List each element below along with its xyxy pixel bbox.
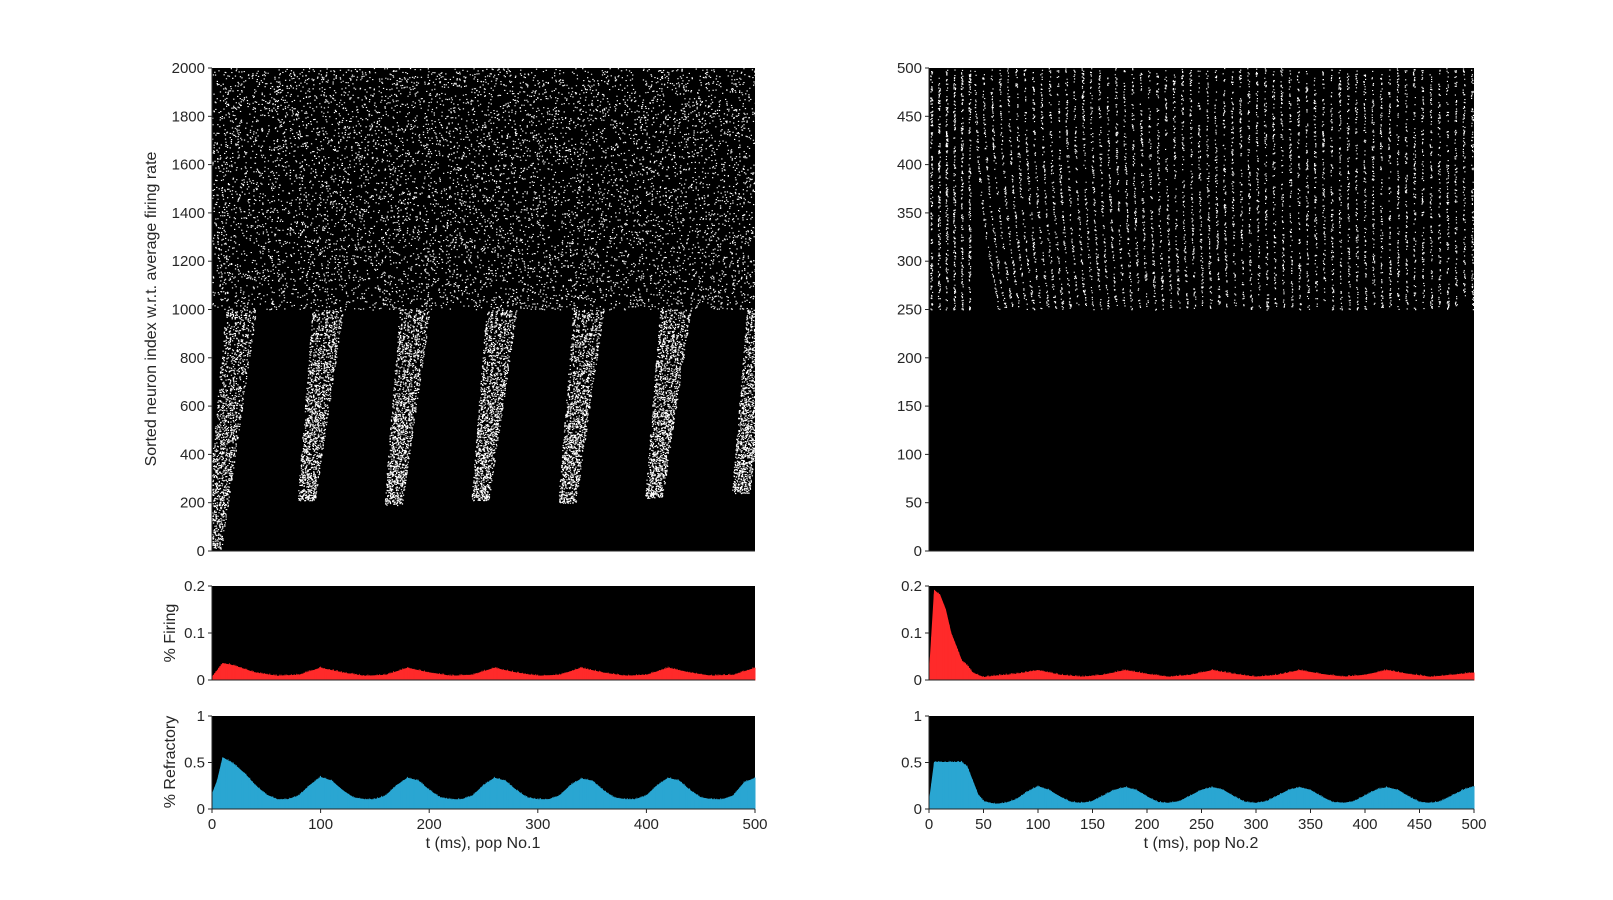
x-tick-label: 50 [975, 816, 992, 833]
pop1-firing-ylabel: % Firing [162, 604, 179, 663]
y-tick-label: 0 [197, 801, 205, 818]
pop1-refractory-ylabel: % Refractory [162, 716, 179, 808]
y-tick-label: 350 [897, 205, 922, 222]
y-tick-label: 1600 [172, 157, 205, 174]
y-tick-label: 0.2 [901, 578, 922, 595]
x-tick-label: 300 [525, 816, 550, 833]
y-tick-label: 1400 [172, 205, 205, 222]
y-tick-label: 250 [897, 302, 922, 319]
pop1-firing-panel: 0 0.1 0.2 [184, 578, 756, 689]
pop1-xlabel: t (ms), pop No.1 [426, 835, 541, 852]
y-tick-label: 0 [914, 672, 922, 689]
x-tick-label: 450 [1407, 816, 1432, 833]
y-tick-label: 50 [905, 495, 922, 512]
y-tick-label: 0.1 [184, 625, 205, 642]
y-tick-label: 100 [897, 446, 922, 463]
y-tick-label: 0 [914, 543, 922, 560]
y-tick-label: 600 [180, 398, 205, 415]
plot-area [929, 68, 1474, 551]
y-tick-label: 0 [197, 672, 205, 689]
y-tick-label: 1 [914, 708, 922, 725]
pop2-refractory-panel: 0 0.5 1 0 50 100 150 200 250 300 350 400 450 500 [901, 708, 1486, 833]
y-tick-label: 800 [180, 350, 205, 367]
y-tick-label: 1000 [172, 302, 205, 319]
y-tick-label: 400 [180, 446, 205, 463]
x-tick-label: 350 [1298, 816, 1323, 833]
x-tick-label: 100 [1025, 816, 1050, 833]
x-tick-label: 300 [1243, 816, 1268, 833]
x-tick-label: 100 [308, 816, 333, 833]
plot-area [212, 586, 755, 680]
y-tick-label: 1 [197, 708, 205, 725]
spike-raster [212, 68, 757, 550]
y-tick-label: 200 [897, 350, 922, 367]
x-tick-label: 200 [1134, 816, 1159, 833]
y-tick-label: 500 [897, 60, 922, 77]
pop2-xlabel: t (ms), pop No.2 [1144, 835, 1259, 852]
y-tick-label: 450 [897, 108, 922, 125]
x-tick-label: 0 [208, 816, 216, 833]
x-tick-label: 500 [1461, 816, 1486, 833]
x-tick-label: 400 [1352, 816, 1377, 833]
y-tick-label: 200 [180, 495, 205, 512]
y-tick-label: 400 [897, 157, 922, 174]
y-tick-label: 150 [897, 398, 922, 415]
pop1-refractory-panel: 0 0.5 1 0 100 200 300 400 500 [184, 708, 767, 833]
y-tick-label: 0.1 [901, 625, 922, 642]
x-tick-label: 250 [1189, 816, 1214, 833]
y-tick-label: 0.2 [184, 578, 205, 595]
y-tick-label: 0.5 [184, 755, 205, 772]
x-tick-label: 200 [417, 816, 442, 833]
y-tick-label: 1800 [172, 108, 205, 125]
pop2-raster-panel: 0 50 100 150 200 250 300 350 400 450 500 [897, 60, 1475, 560]
y-tick-label: 0 [914, 801, 922, 818]
y-tick-label: 0 [197, 543, 205, 560]
spike-raster [930, 68, 1475, 311]
pop1-raster-ylabel: Sorted neuron index w.r.t. average firin… [143, 151, 160, 466]
plot-area [929, 586, 1474, 680]
y-tick-label: 0.5 [901, 755, 922, 772]
x-tick-label: 0 [925, 816, 933, 833]
y-tick-label: 300 [897, 253, 922, 270]
x-tick-label: 400 [634, 816, 659, 833]
x-tick-label: 150 [1080, 816, 1105, 833]
pop1-raster-panel: 0 200 400 600 800 1000 1200 1400 1600 1800 2000 [172, 60, 757, 560]
x-tick-label: 500 [742, 816, 767, 833]
y-tick-label: 1200 [172, 253, 205, 270]
y-tick-label: 2000 [172, 60, 205, 77]
pop2-firing-panel: 0 0.1 0.2 [901, 578, 1475, 689]
